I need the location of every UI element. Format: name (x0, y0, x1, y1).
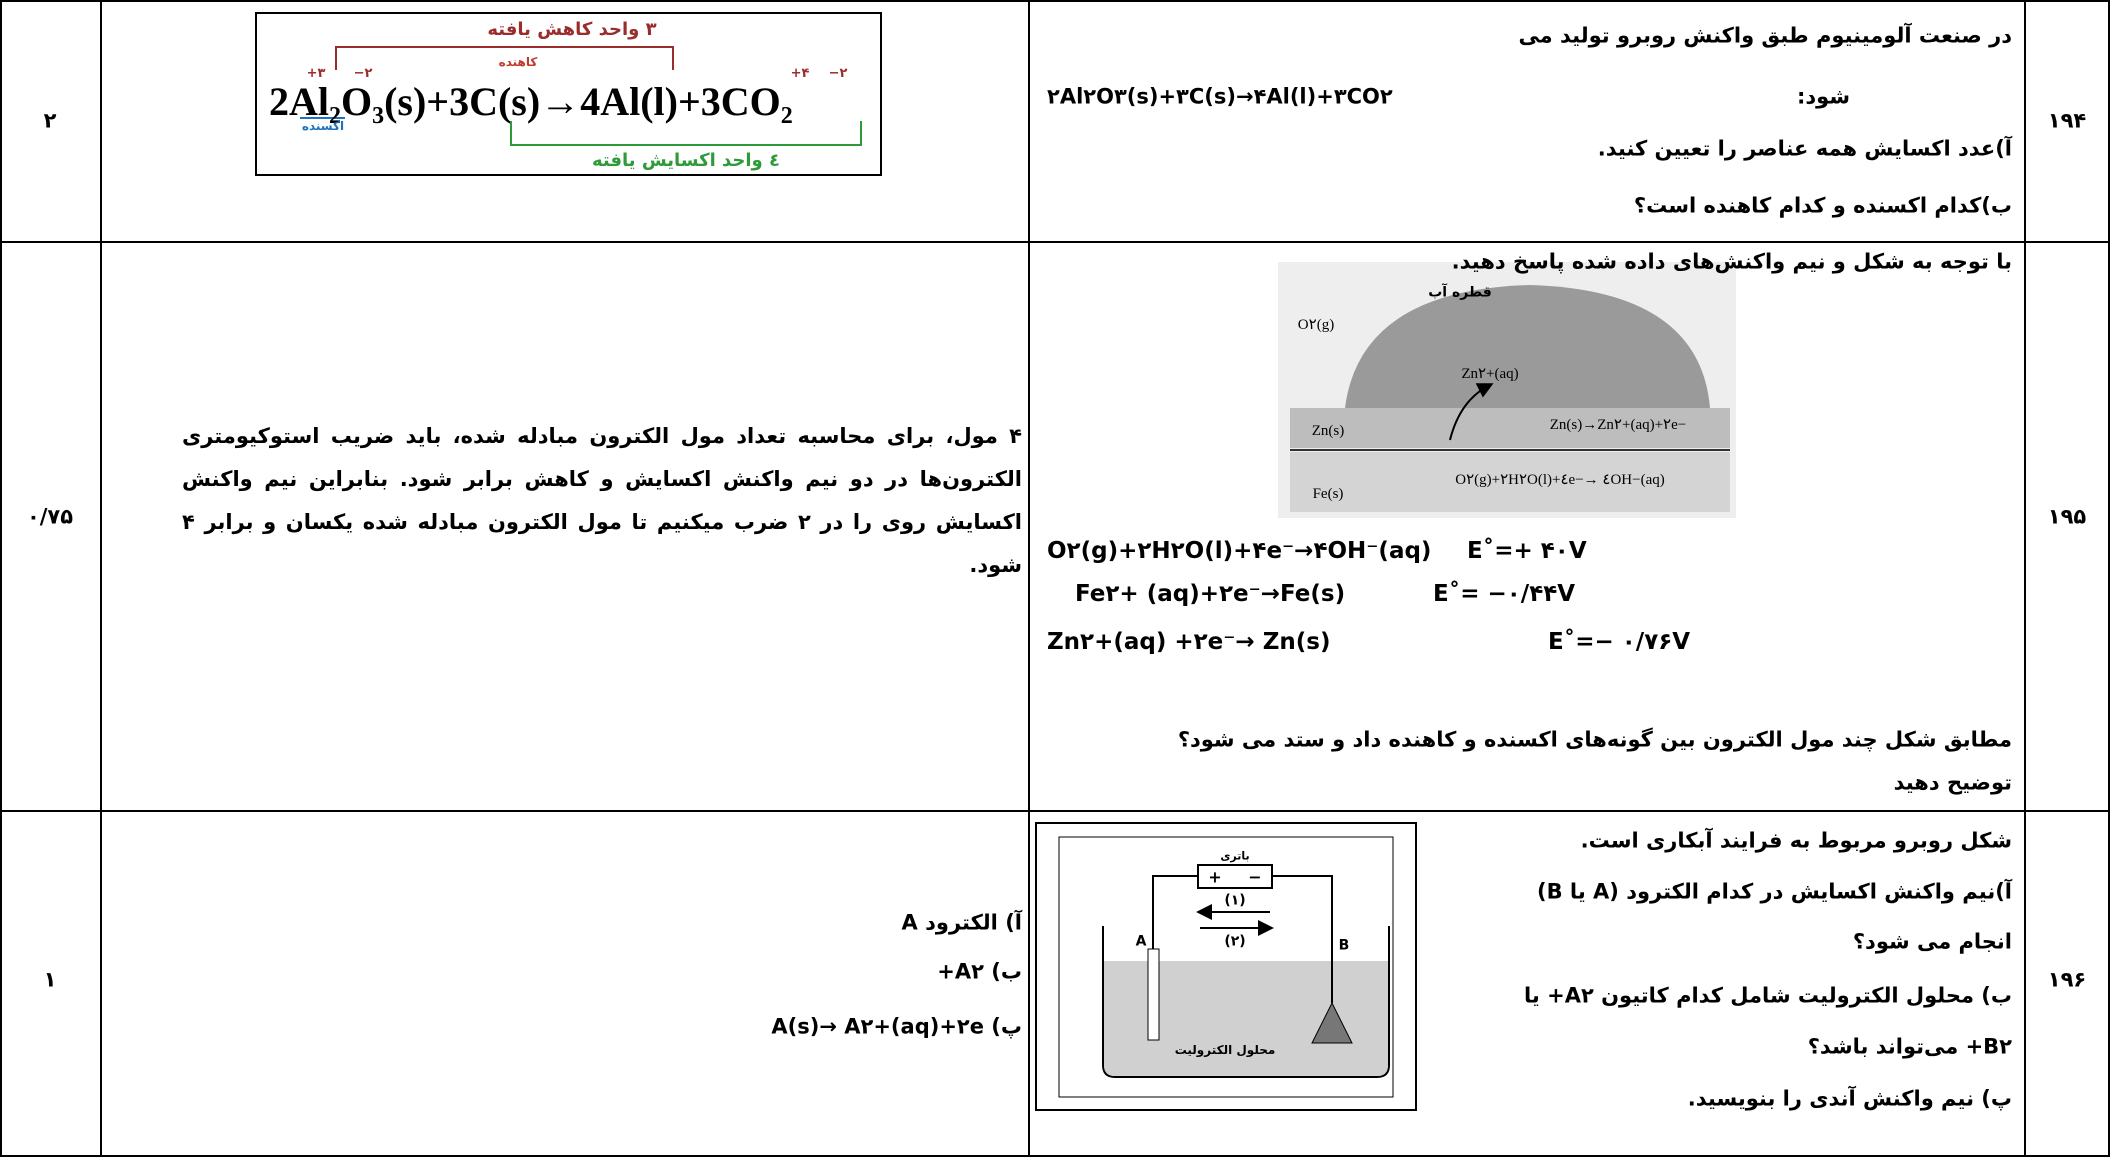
question-number: ۱۹۶ (2047, 967, 2087, 992)
oxidation-number: −۲ (353, 66, 373, 82)
answer-text: آ) الکترود A (901, 910, 1022, 935)
question-text: با توجه به شکل و نیم واکنش‌های داده شده … (1451, 249, 2012, 274)
potential: E˚=− ۰/۷۶V (1548, 629, 1691, 656)
question-number: ۱۹۴ (2047, 108, 2087, 133)
zinc-layer (1290, 408, 1730, 448)
figure-label: قطره آب (1428, 284, 1492, 301)
figure-label: Fe(s) (1312, 486, 1344, 502)
column-border (1028, 0, 1030, 1157)
question-text: در صنعت آلومینیوم طبق واکنش روبرو تولید … (1518, 23, 2012, 48)
electrode-b (1311, 1001, 1353, 1044)
beaker (1102, 926, 1390, 1078)
potential: E˚=+ ۴۰V (1467, 538, 1587, 565)
answer-text: ۴ مول، برای محاسبه تعداد مول الکترون مبا… (182, 424, 1022, 577)
electrolyte (1104, 961, 1388, 1076)
question-text: پ) نیم واکنش آندی را بنویسید. (1687, 1086, 2012, 1111)
annotation: کاهنده (498, 54, 538, 69)
figure-label: O۲(g)+۲H۲O(l)+٤e−→ ٤OH−(aq) (1455, 472, 1665, 488)
figure-label: B (1338, 937, 1350, 954)
question-text: شود: (1797, 84, 1850, 109)
electrode-a (1147, 948, 1160, 1041)
reduced-bracket (335, 46, 674, 70)
figure-label: O۲(g) (1297, 317, 1335, 333)
figure-label: باتری (1220, 849, 1250, 863)
column-border (2108, 0, 2110, 1157)
answer-box (255, 12, 882, 176)
reaction: Fe۲+ (aq)+۲e⁻→Fe(s) (1075, 581, 1346, 608)
figure-label: Zn(s)→Zn۲+(aq)+۲e− (1549, 417, 1687, 433)
reaction: O۲(g)+۲H۲O(l)+۴e⁻→۴OH⁻(aq) (1047, 538, 1432, 565)
annotation: ٤ واحد اکسایش یافته (591, 150, 781, 172)
battery (1197, 864, 1273, 889)
score: ۲ (43, 108, 57, 133)
oxidation-number: +۳ (306, 66, 326, 82)
row-border (0, 1155, 2110, 1157)
figure-label: (۱) (1224, 892, 1246, 909)
wire-b (1272, 875, 1333, 1003)
equation: 2Al₂O₃(s)+3C(s)→4Al(l)+3CO₂ (269, 79, 793, 124)
water-drop (1345, 285, 1710, 408)
column-border (0, 0, 2, 1157)
figure-frame (1035, 822, 1417, 1111)
column-border (100, 0, 102, 1157)
question-text: B۲+ می‌تواند باشد؟ (1807, 1034, 2012, 1059)
oxidation-number: +۴ (790, 66, 810, 82)
annotation: اکسنده (301, 118, 345, 133)
arrow (1449, 383, 1494, 441)
figure-label: A (1135, 933, 1147, 950)
figure-label: Zn۲+(aq) (1461, 366, 1519, 382)
figure-label: − (1248, 867, 1262, 887)
question-text: انجام می شود؟ (1852, 929, 2012, 954)
row-border (0, 0, 2110, 2)
row-border (0, 241, 2110, 243)
iron-layer (1290, 452, 1730, 512)
question-text: ب) محلول الکترولیت شامل کدام کاتیون A۲+ … (1524, 983, 2012, 1008)
annotation: ۳ واحد کاهش یافته (487, 19, 657, 41)
oxidized-bracket (510, 121, 862, 146)
question-text: آ)نیم واکنش اکسایش در کدام الکترود (A یا… (1537, 879, 2012, 904)
equation: ۲Al۲O۳(s)+۳C(s)→۴Al(l)+۳CO۲ (1047, 84, 1393, 109)
question-text: شکل روبرو مربوط به فرایند آبکاری است. (1580, 828, 2012, 853)
column-border (2024, 0, 2026, 1157)
answer-text: ب) A۲+ (937, 959, 1022, 984)
score: ۱ (43, 967, 57, 992)
question-text: ب)کدام اکسنده و کدام کاهنده است؟ (1633, 193, 2012, 218)
oxidation-number: −۲ (828, 66, 848, 82)
potential: E˚= −۰/۴۴V (1433, 581, 1576, 608)
score: ۰/۷۵ (26, 504, 74, 529)
figure-label: + (1208, 867, 1222, 887)
figure-inner (1058, 836, 1394, 1098)
wire-a (1152, 875, 1198, 949)
question-text: توضیح دهید (1893, 770, 2012, 795)
question-text: آ)عدد اکسایش همه عناصر را تعیین کنید. (1597, 136, 2012, 161)
answer-text: پ) A(s)→ A۲+(aq)+۲e (771, 1014, 1022, 1039)
figure-label: Zn(s) (1311, 423, 1345, 439)
question-text: مطابق شکل چند مول الکترون بین گونه‌های ا… (1177, 727, 2012, 752)
question-number: ۱۹۵ (2047, 504, 2087, 529)
figure-label: (۲) (1224, 933, 1246, 950)
figure-label: محلول الکترولیت (1174, 1042, 1276, 1057)
row-border (0, 810, 2110, 812)
reaction: Zn۲+(aq) +۲e⁻→ Zn(s) (1047, 629, 1331, 656)
